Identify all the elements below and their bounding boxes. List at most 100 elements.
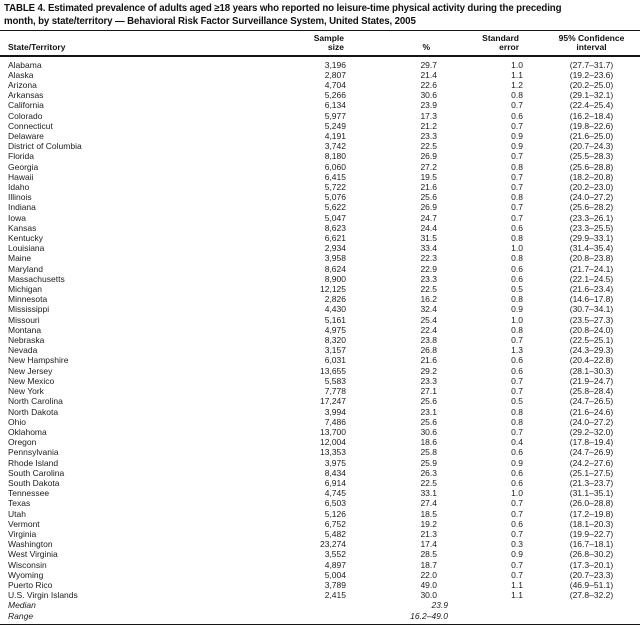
sample-value: 3,196 — [324, 59, 346, 70]
sample-cell: 5,622 — [290, 202, 346, 212]
state-value: Massachusetts — [8, 273, 65, 284]
se-value: 0.9 — [511, 131, 523, 142]
ci-cell: (25.8–28.4) — [523, 386, 640, 396]
se-value: 0.7 — [511, 100, 523, 111]
se-value: 0.8 — [511, 294, 523, 305]
table-row: Maryland 8,624 22.9 0.6 (21.7–24.1) — [0, 264, 640, 274]
se-value: 0.6 — [511, 263, 523, 274]
ci-cell: (23.3–26.1) — [523, 213, 640, 223]
pct-value: 16.2–49.0 — [410, 610, 448, 621]
pct-value: 22.5 — [420, 477, 437, 488]
pct-cell: 30.6 — [346, 90, 437, 100]
pct-cell: 23.3 — [346, 274, 437, 284]
state-value: Nevada — [8, 345, 38, 356]
pct-cell: 21.6 — [346, 355, 437, 365]
sample-value: 5,266 — [324, 90, 346, 101]
se-value: 0.6 — [511, 447, 523, 458]
sample-value: 3,552 — [324, 549, 346, 560]
state-value: Rhode Island — [8, 457, 59, 468]
sample-value: 3,975 — [324, 457, 346, 468]
table-row: Minnesota 2,826 16.2 0.8 (14.6–17.8) — [0, 294, 640, 304]
se-cell: 0.7 — [437, 172, 523, 182]
ci-value: (21.6–24.6) — [569, 406, 614, 417]
se-value: 1.1 — [511, 579, 523, 590]
sample-cell: 3,789 — [290, 580, 346, 590]
pct-cell: 22.5 — [346, 141, 437, 151]
pct-cell: 26.9 — [346, 151, 437, 161]
se-cell: 1.0 — [437, 243, 523, 253]
se-value: 0.8 — [511, 416, 523, 427]
pct-value: 23.3 — [420, 375, 437, 386]
pct-cell: 27.4 — [346, 498, 437, 508]
pct-value: 23.8 — [420, 335, 437, 346]
se-cell: 0.7 — [437, 182, 523, 192]
pct-cell: 16.2–49.0 — [346, 611, 448, 625]
state-value: Utah — [8, 508, 26, 519]
sample-value: 2,415 — [324, 590, 346, 601]
state-value: Michigan — [8, 284, 43, 295]
ci-cell: (26.0–28.8) — [523, 498, 640, 508]
ci-value: (22.5–25.1) — [569, 335, 614, 346]
table-row: Arizona 4,704 22.6 1.2 (20.2–25.0) — [0, 80, 640, 90]
se-value: 1.0 — [511, 243, 523, 254]
sample-cell: 3,958 — [290, 253, 346, 263]
sample-value: 5,482 — [324, 528, 346, 539]
table-row: Ohio 7,486 25.6 0.8 (24.0–27.2) — [0, 417, 640, 427]
state-cell: Indiana — [0, 202, 290, 212]
ci-cell: (25.6–28.8) — [523, 162, 640, 172]
se-value: 0.6 — [511, 365, 523, 376]
se-value: 0.6 — [511, 273, 523, 284]
sample-cell: 8,900 — [290, 274, 346, 284]
ci-cell: (24.0–27.2) — [523, 417, 640, 427]
pct-value: 27.2 — [420, 161, 437, 172]
sample-value: 5,249 — [324, 120, 346, 131]
table-row: Maine 3,958 22.3 0.8 (20.8–23.8) — [0, 253, 640, 263]
state-cell: Hawaii — [0, 172, 290, 182]
state-value: Range — [8, 610, 34, 621]
se-cell: 0.9 — [437, 304, 523, 314]
sample-cell: 4,191 — [290, 131, 346, 141]
pct-value: 23.3 — [420, 131, 437, 142]
pct-cell: 25.8 — [346, 447, 437, 457]
sample-cell: 17,247 — [290, 396, 346, 406]
table-row: Connecticut 5,249 21.2 0.7 (19.8–22.6) — [0, 121, 640, 131]
table-row: Oklahoma 13,700 30.6 0.7 (29.2–32.0) — [0, 427, 640, 437]
state-cell: Alaska — [0, 70, 290, 80]
pct-value: 22.5 — [420, 284, 437, 295]
ci-value: (25.5–28.3) — [569, 151, 614, 162]
state-cell: Illinois — [0, 192, 290, 202]
se-cell: 0.7 — [437, 509, 523, 519]
se-value: 1.3 — [511, 345, 523, 356]
table-row: New Mexico 5,583 23.3 0.7 (21.9–24.7) — [0, 376, 640, 386]
state-cell: North Carolina — [0, 396, 290, 406]
ci-value: (16.7–18.1) — [569, 539, 614, 550]
table-row: Illinois 5,076 25.6 0.8 (24.0–27.2) — [0, 192, 640, 202]
state-cell: Virginia — [0, 529, 290, 539]
pct-value: 33.4 — [420, 243, 437, 254]
pct-cell: 23.3 — [346, 131, 437, 141]
pct-cell: 19.2 — [346, 519, 437, 529]
se-value: 0.8 — [511, 253, 523, 264]
table-row: South Carolina 8,434 26.3 0.6 (25.1–27.5) — [0, 468, 640, 478]
pct-value: 22.6 — [420, 80, 437, 90]
pct-cell: 27.2 — [346, 162, 437, 172]
ci-cell: (24.7–26.9) — [523, 447, 640, 457]
ci-value: (14.6–17.8) — [569, 294, 614, 305]
se-value: 0.7 — [511, 426, 523, 437]
sample-value: 13,700 — [320, 426, 346, 437]
se-cell: 1.0 — [437, 56, 523, 70]
sample-cell: 5,977 — [290, 111, 346, 121]
state-cell: Iowa — [0, 213, 290, 223]
pct-cell: 24.4 — [346, 223, 437, 233]
sample-value: 6,031 — [324, 355, 346, 366]
ci-cell: (20.2–23.0) — [523, 182, 640, 192]
ci-value: (24.3–29.3) — [569, 345, 614, 356]
sample-cell: 7,486 — [290, 417, 346, 427]
se-value: 0.7 — [511, 202, 523, 213]
table-row: Mississippi 4,430 32.4 0.9 (30.7–34.1) — [0, 304, 640, 314]
pct-cell: 23.8 — [346, 335, 437, 345]
pct-cell: 18.5 — [346, 509, 437, 519]
document-page: TABLE 4. Estimated prevalence of adults … — [0, 3, 640, 632]
ci-value: (25.6–28.8) — [569, 161, 614, 172]
ci-value: (26.0–28.8) — [569, 498, 614, 509]
